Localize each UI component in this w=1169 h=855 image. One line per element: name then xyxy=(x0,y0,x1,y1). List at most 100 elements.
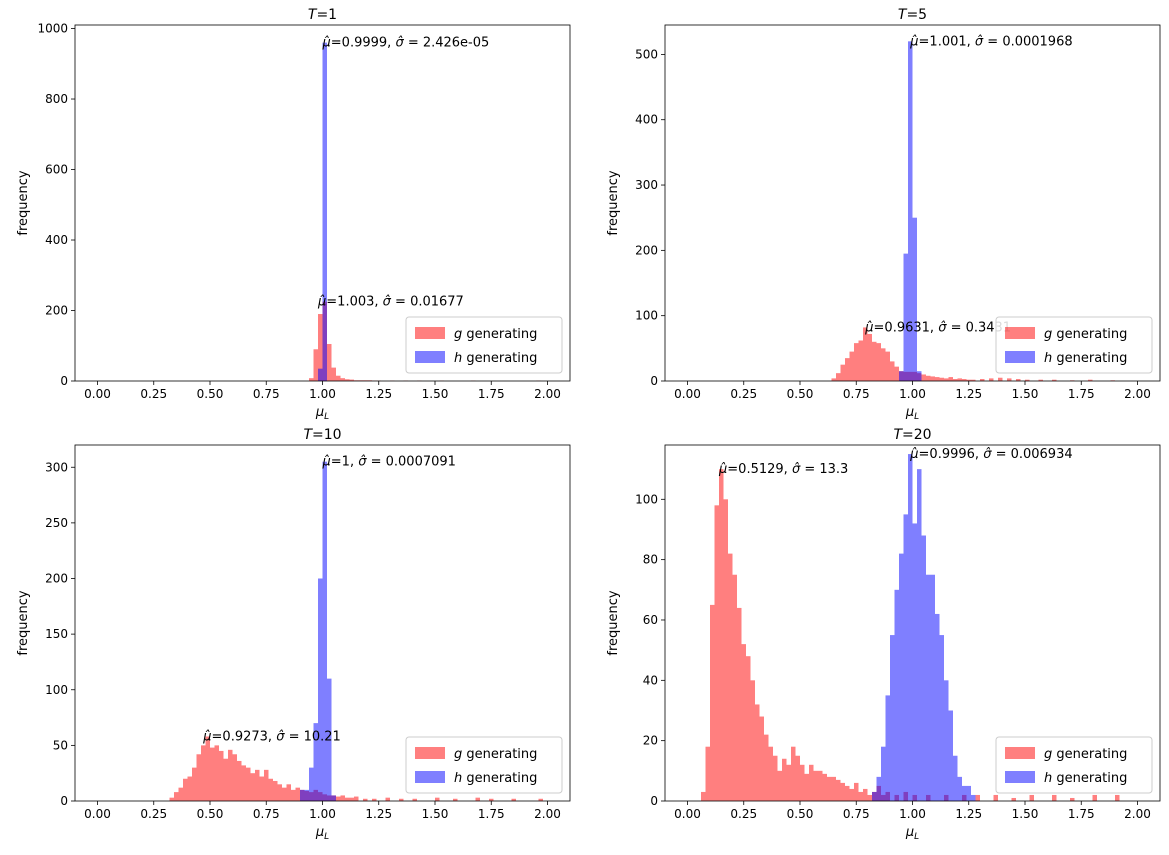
histogram-bar xyxy=(273,780,278,801)
histogram-bar xyxy=(831,378,836,381)
xlabel-mu: μ xyxy=(905,405,914,420)
histogram-bar xyxy=(1011,797,1016,801)
histogram-bar xyxy=(939,377,944,381)
histogram-bar xyxy=(836,373,841,381)
histogram-bar xyxy=(327,678,332,801)
annotation-mu-value: =0.9273, xyxy=(212,729,277,744)
histogram-bar xyxy=(1070,797,1075,801)
y-axis-label: frequency xyxy=(16,590,31,656)
annotation-mu-symbol: μ̂ xyxy=(909,447,918,462)
histogram-bar xyxy=(867,333,872,381)
histogram-bar xyxy=(782,758,787,801)
histogram-bar xyxy=(705,746,710,801)
histogram-bar xyxy=(349,379,354,381)
histogram-bar xyxy=(1029,794,1034,801)
histogram-bar xyxy=(246,767,251,801)
x-tick-label: 2.00 xyxy=(1124,387,1151,401)
y-tick-label: 80 xyxy=(643,553,658,567)
y-axis-label: frequency xyxy=(606,170,621,236)
histogram-bar xyxy=(872,791,877,801)
histogram-bar xyxy=(489,798,494,801)
histogram-bar xyxy=(1007,378,1012,381)
annotation-1: μ̂=1.001, σ̂ = 0.0001968 xyxy=(909,34,1072,49)
histogram-bar xyxy=(309,767,314,801)
annotation-mu-symbol: μ̂ xyxy=(322,455,331,470)
histogram-bar xyxy=(953,755,958,801)
histogram-bar xyxy=(791,746,796,801)
y-tick-label: 250 xyxy=(45,516,68,530)
histogram-bar xyxy=(881,746,886,801)
histogram-bar xyxy=(1038,379,1043,381)
histogram-bar xyxy=(1052,794,1057,801)
histogram-bar xyxy=(885,351,890,381)
y-tick-label: 0 xyxy=(60,794,68,808)
histogram-bar xyxy=(232,754,237,801)
histogram-bar xyxy=(264,769,269,801)
histogram-bar xyxy=(813,770,818,801)
y-tick-label: 20 xyxy=(643,734,658,748)
histogram-bar xyxy=(885,695,890,801)
title-value: =10 xyxy=(312,427,342,443)
legend-text: generating xyxy=(462,747,537,762)
histogram-bar xyxy=(962,785,967,801)
legend-swatch xyxy=(415,771,445,783)
y-tick-label: 300 xyxy=(635,178,658,192)
legend-var: h xyxy=(454,351,462,366)
histogram-bar xyxy=(728,553,733,801)
histogram-bar xyxy=(385,797,390,801)
annotation-sigma-value: = 0.01677 xyxy=(391,295,464,310)
histogram-bar xyxy=(219,750,224,801)
title-value: =20 xyxy=(902,427,932,443)
histogram-bar xyxy=(313,349,318,381)
histogram-bar xyxy=(1016,379,1021,381)
legend-entry: g generating xyxy=(1044,327,1127,342)
histogram-bar xyxy=(710,604,715,801)
y-tick-label: 100 xyxy=(635,492,658,506)
x-axis-label: μL xyxy=(905,825,919,842)
histogram-bar xyxy=(746,656,751,801)
annotation-mu-symbol: μ̂ xyxy=(909,34,918,49)
x-tick-label: 1.50 xyxy=(422,807,449,821)
histogram-bar xyxy=(453,798,458,801)
histogram-bar xyxy=(858,791,863,801)
histogram-bar xyxy=(809,764,814,801)
x-tick-label: 2.00 xyxy=(1124,807,1151,821)
histogram-bar xyxy=(939,635,944,801)
histogram-bar xyxy=(205,736,210,801)
legend-text: generating xyxy=(1052,327,1127,342)
legend-swatch xyxy=(1005,351,1035,363)
histogram-bar xyxy=(178,787,183,801)
y-tick-label: 200 xyxy=(45,304,68,318)
histogram-bar xyxy=(259,776,264,801)
annotation-mu-value: =0.9996, xyxy=(919,447,984,462)
legend-swatch xyxy=(1005,771,1035,783)
histogram-bar xyxy=(971,794,976,801)
legend-text: generating xyxy=(1052,747,1127,762)
x-axis-label: μL xyxy=(905,405,919,422)
x-tick-label: 2.00 xyxy=(534,387,561,401)
histogram-bar xyxy=(881,348,886,381)
y-tick-label: 0 xyxy=(650,374,658,388)
histogram-bar xyxy=(331,367,336,381)
x-tick-label: 0.25 xyxy=(140,387,167,401)
histogram-bar xyxy=(714,505,719,801)
histogram-bar xyxy=(187,776,192,801)
histogram-bar xyxy=(345,379,350,381)
annotation-mu-symbol: μ̂ xyxy=(202,729,211,744)
histogram-bar xyxy=(953,379,958,381)
legend-entry: g generating xyxy=(454,327,537,342)
legend-var: h xyxy=(1044,771,1052,786)
histogram-bar xyxy=(935,377,940,381)
histogram-bar xyxy=(930,574,935,801)
histogram-bar xyxy=(214,745,219,801)
annotation-1: μ̂=0.9999, σ̂ = 2.426e-05 xyxy=(322,36,490,51)
histogram-bar xyxy=(268,778,273,801)
histogram-bar xyxy=(295,787,300,801)
histogram-bar xyxy=(948,710,953,801)
x-tick-label: 0.25 xyxy=(140,807,167,821)
annotation-sigma-symbol: σ̂ xyxy=(975,34,984,49)
annotation-mu-symbol: μ̂ xyxy=(317,295,326,310)
